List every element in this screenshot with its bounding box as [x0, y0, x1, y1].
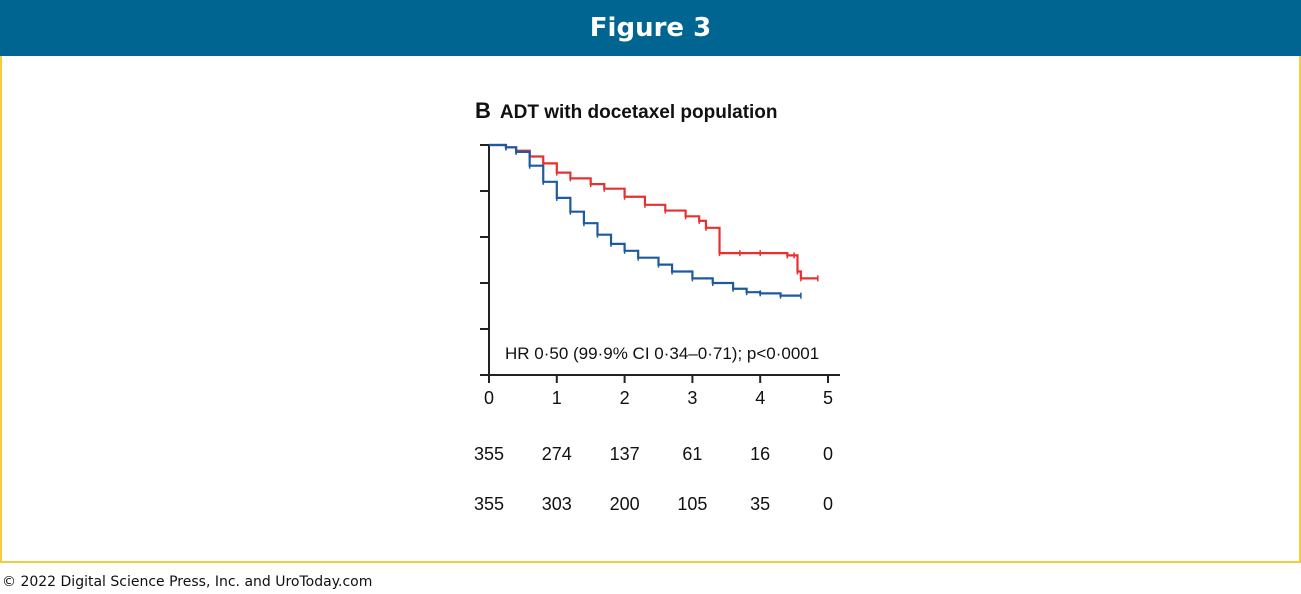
- chart-title: ADT with docetaxel population: [499, 102, 778, 123]
- at-risk-cell-r0-c5: 0: [823, 444, 833, 464]
- number-at-risk-table: 355 274 137 61 16 0 355 303 200 105 35 0: [474, 444, 833, 514]
- figure-header: Figure 3: [0, 0, 1301, 56]
- chart-series: [489, 143, 819, 299]
- at-risk-cell-r0-c0: 355: [474, 444, 504, 464]
- at-risk-cell-r1-c1: 303: [542, 494, 572, 514]
- x-tick-label-4: 4: [755, 388, 765, 408]
- copyright-text: © 2022 Digital Science Press, Inc. and U…: [2, 574, 373, 590]
- figure-frame: [0, 0, 1301, 563]
- at-risk-cell-r0-c4: 16: [750, 444, 770, 464]
- at-risk-cell-r1-c0: 355: [474, 494, 504, 514]
- chart-ticks: 0 1 2 3 4 5: [480, 144, 833, 408]
- series-censor-marks-0: [505, 144, 819, 282]
- at-risk-cell-r1-c4: 35: [750, 494, 770, 514]
- x-tick-label-5: 5: [823, 388, 833, 408]
- figure-title: Figure 3: [589, 13, 712, 43]
- chart-axes: [488, 145, 840, 376]
- x-tick-label-0: 0: [484, 388, 494, 408]
- series-line-1: [489, 143, 801, 297]
- x-tick-label-1: 1: [552, 388, 562, 408]
- at-risk-cell-r0-c1: 274: [542, 444, 572, 464]
- x-tick-label-2: 2: [620, 388, 630, 408]
- at-risk-cell-r0-c2: 137: [610, 444, 640, 464]
- at-risk-cell-r0-c3: 61: [682, 444, 702, 464]
- at-risk-cell-r1-c2: 200: [610, 494, 640, 514]
- at-risk-cell-r1-c5: 0: [823, 494, 833, 514]
- x-tick-label-3: 3: [687, 388, 697, 408]
- at-risk-cell-r1-c3: 105: [677, 494, 707, 514]
- hr-annotation: HR 0·50 (99·9% CI 0·34–0·71); p<0·0001: [505, 344, 819, 363]
- series-censor-marks-1: [505, 144, 802, 299]
- panel-letter: B: [475, 98, 491, 123]
- panel-title: B ADT with docetaxel population: [475, 98, 778, 124]
